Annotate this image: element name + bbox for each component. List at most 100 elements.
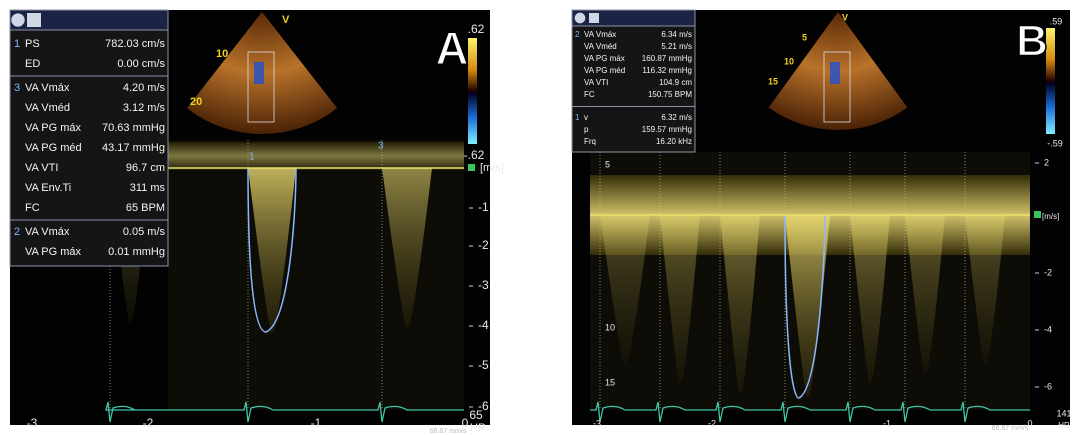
measurement-label: VA VTI bbox=[584, 78, 608, 87]
group-id: 1 bbox=[14, 38, 20, 50]
measurement-value: 104.9 cm bbox=[659, 78, 692, 87]
panel-letter: B bbox=[1016, 17, 1048, 66]
measurement-label: VA Vmáx bbox=[584, 30, 616, 39]
spectral-envelope bbox=[600, 215, 650, 365]
depth-tick-label: 15 bbox=[605, 377, 615, 387]
color-box bbox=[247, 51, 275, 123]
spectral-envelope bbox=[248, 168, 296, 335]
header-icon bbox=[574, 12, 586, 24]
color-flow bbox=[830, 62, 840, 84]
group-id: 2 bbox=[14, 226, 20, 238]
measurement-label: VA Vméd bbox=[584, 42, 617, 51]
time-tick-label: -3 bbox=[27, 416, 38, 430]
measurement-label: VA Vmáx bbox=[25, 226, 70, 238]
measurement-label: VA Vméd bbox=[25, 102, 70, 114]
spectral-envelope bbox=[382, 168, 432, 330]
velocity-trace bbox=[784, 214, 826, 399]
color-scale-min: -.62 bbox=[464, 148, 485, 162]
measurement-label: v bbox=[584, 113, 588, 122]
sector-label: 5 bbox=[802, 32, 807, 42]
velocity-tick-label: -2 bbox=[1044, 267, 1052, 277]
measurement-label: VA PG máx bbox=[584, 54, 625, 63]
measurement-value: 65 BPM bbox=[126, 202, 165, 214]
spectral-envelope bbox=[905, 215, 945, 375]
measurement-value: 150.75 BPM bbox=[648, 90, 692, 99]
measurement-value: 782.03 cm/s bbox=[105, 38, 165, 50]
measurement-label: VA PG méd bbox=[584, 66, 625, 75]
velocity-tick-label: -3 bbox=[478, 278, 489, 292]
spectral-envelope bbox=[660, 215, 700, 384]
measurement-label: VA PG méd bbox=[25, 142, 82, 154]
heart-rate: 65 bbox=[469, 408, 483, 422]
measurement-label: FC bbox=[584, 90, 595, 99]
measurement-value: 116.32 mmHg bbox=[642, 66, 692, 75]
spectral-envelope bbox=[965, 215, 1005, 365]
measurement-label: p bbox=[584, 125, 589, 134]
color-flow bbox=[254, 62, 264, 84]
measurement-panel bbox=[9, 9, 169, 267]
time-tick-label: -2 bbox=[708, 418, 716, 428]
measurement-value: 70.63 mmHg bbox=[102, 122, 165, 134]
time-tick-label: -2 bbox=[143, 416, 154, 430]
baseline-band bbox=[168, 142, 464, 170]
measurement-label: ED bbox=[25, 58, 40, 70]
color-scale bbox=[1046, 28, 1055, 134]
sector-label: 10 bbox=[216, 48, 228, 60]
measurement-value: 311 ms bbox=[130, 182, 166, 194]
velocity-unit: [m/s] bbox=[1042, 212, 1059, 221]
header-icon bbox=[589, 13, 599, 23]
velocity-tick-label: -2 bbox=[478, 238, 489, 252]
measurement-value: 96.7 cm bbox=[126, 162, 165, 174]
sector-label: 10 bbox=[784, 56, 794, 66]
heart-rate-unit: HR bbox=[470, 422, 486, 434]
measurement-value: 5.21 m/s bbox=[661, 42, 692, 51]
measurement-value: 3.12 m/s bbox=[123, 102, 166, 114]
group-id: 2 bbox=[575, 30, 580, 39]
color-box bbox=[823, 51, 851, 123]
velocity-tick-label: -4 bbox=[478, 318, 489, 332]
velocity-tick-label: -6 bbox=[478, 399, 489, 413]
depth-tick-label: 10 bbox=[605, 322, 615, 332]
sweep-speed: 66.67 mm/s bbox=[430, 428, 467, 435]
baseline-handle bbox=[468, 164, 475, 171]
measurement-value: 16.20 kHz bbox=[656, 137, 692, 146]
color-scale-max: .62 bbox=[468, 22, 485, 36]
panel-letter: A bbox=[435, 22, 468, 74]
baseline-handle bbox=[1034, 211, 1041, 218]
measurement-label: VA PG máx bbox=[25, 246, 82, 258]
sector-label: V bbox=[842, 12, 848, 22]
sweep-speed: 66.67 mm/s bbox=[992, 425, 1029, 432]
measurement-value: 160.87 mmHg bbox=[642, 54, 692, 63]
header-icon bbox=[11, 13, 25, 27]
color-scale-max: .59 bbox=[1050, 16, 1063, 26]
ecg-trace bbox=[105, 401, 464, 423]
velocity-tick-label: -5 bbox=[478, 358, 489, 372]
measurement-label: VA PG máx bbox=[25, 122, 82, 134]
color-scale-min: -.59 bbox=[1047, 138, 1063, 148]
time-tick-label: 0 bbox=[1027, 418, 1032, 428]
measurement-value: 6.34 m/s bbox=[661, 30, 692, 39]
color-scale bbox=[468, 38, 477, 144]
ecg-trace bbox=[590, 401, 1030, 423]
measurement-value: 159.57 mmHg bbox=[642, 125, 692, 134]
group-id: 3 bbox=[14, 82, 20, 94]
measurement-label: FC bbox=[25, 202, 40, 214]
panel: V 5 10 15 2 VA Vmáx 6.34 m/s VA Vméd 5.21 m/s VA … bbox=[571, 9, 1072, 432]
measurement-value: 4.20 m/s bbox=[123, 82, 166, 94]
panel-header bbox=[571, 9, 696, 27]
measurement-value: 6.32 m/s bbox=[661, 113, 692, 122]
spectral-envelope bbox=[785, 215, 830, 399]
heart-rate: 141 bbox=[1056, 408, 1071, 418]
measurement-value: 0.00 cm/s bbox=[117, 58, 165, 70]
measurement-label: PS bbox=[25, 38, 40, 50]
header-icon bbox=[27, 13, 41, 27]
measurement-value: 0.05 m/s bbox=[123, 226, 166, 238]
time-tick-label: -1 bbox=[883, 418, 891, 428]
depth-tick-label: 5 bbox=[605, 159, 610, 169]
measurement-label: Frq bbox=[584, 137, 596, 146]
sector-label: 15 bbox=[768, 76, 778, 86]
cursor-label: 1 bbox=[249, 152, 255, 163]
velocity-tick-label: -6 bbox=[1044, 381, 1052, 391]
